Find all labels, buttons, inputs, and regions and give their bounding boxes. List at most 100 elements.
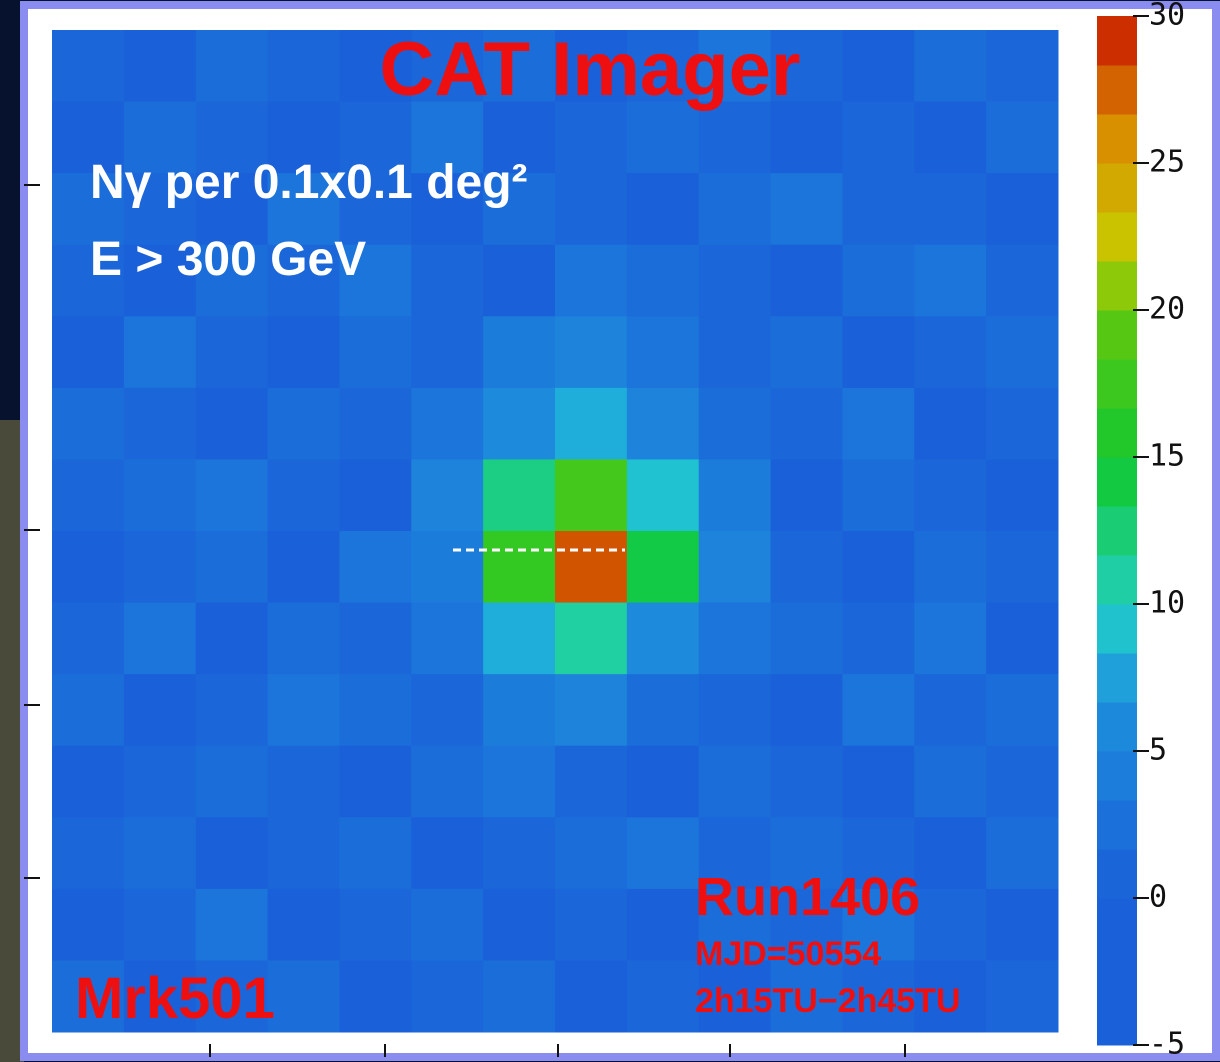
heatmap-cell	[699, 102, 771, 174]
heatmap-cell	[483, 316, 555, 388]
heatmap-cell	[699, 459, 771, 531]
heatmap-cell	[771, 746, 843, 818]
annotation: E > 300 GeV	[90, 233, 366, 286]
heatmap-cell	[771, 603, 843, 675]
heatmap-cell	[986, 245, 1058, 317]
heatmap-cell	[555, 960, 627, 1032]
heatmap-cell	[842, 746, 914, 818]
heatmap-cell	[52, 674, 124, 746]
heatmap-cell	[914, 245, 986, 317]
heatmap-cell	[483, 674, 555, 746]
heatmap-cell	[842, 531, 914, 603]
heatmap-cell	[914, 603, 986, 675]
colorbar-band	[1097, 359, 1137, 409]
heatmap-cell	[339, 316, 411, 388]
heatmap-cell	[339, 674, 411, 746]
heatmap-cell	[699, 173, 771, 245]
colorbar-band	[1097, 65, 1137, 115]
heatmap-cell	[627, 459, 699, 531]
heatmap-cell	[52, 746, 124, 818]
heatmap-cell	[124, 531, 196, 603]
colorbar-tick-label: 0	[1149, 880, 1167, 915]
heatmap-cell	[627, 245, 699, 317]
heatmap-cell	[268, 889, 340, 961]
heatmap-cell	[986, 173, 1058, 245]
heatmap-cell	[627, 817, 699, 889]
heatmap-cell	[914, 30, 986, 102]
colorbar-tick-label: 10	[1149, 586, 1185, 621]
heatmap-cell	[483, 531, 555, 603]
heatmap-cell	[842, 316, 914, 388]
heatmap-cell	[339, 746, 411, 818]
heatmap-cell	[555, 316, 627, 388]
colorbar-band	[1097, 996, 1137, 1046]
heatmap-cell	[555, 817, 627, 889]
heatmap-cell	[268, 30, 340, 102]
colorbar-band	[1097, 212, 1137, 262]
heatmap-cell	[268, 603, 340, 675]
heatmap-cell	[483, 960, 555, 1032]
colorbar-tick-label: 25	[1149, 145, 1185, 180]
colorbar-band	[1097, 310, 1137, 360]
heatmap-cell	[124, 316, 196, 388]
heatmap-cell	[411, 316, 483, 388]
heatmap-cell	[52, 817, 124, 889]
heatmap-cell	[986, 746, 1058, 818]
colorbar-band	[1097, 506, 1137, 556]
colorbar-band	[1097, 163, 1137, 213]
heatmap-cell	[986, 459, 1058, 531]
heatmap-cell	[699, 316, 771, 388]
heatmap-cell	[914, 889, 986, 961]
heatmap-cell	[555, 603, 627, 675]
heatmap-cell	[411, 746, 483, 818]
heatmap-cell	[268, 746, 340, 818]
heatmap-cell	[914, 674, 986, 746]
heatmap-cell	[483, 889, 555, 961]
heatmap-cell	[483, 603, 555, 675]
heatmap-cell	[627, 531, 699, 603]
heatmap-cell	[914, 316, 986, 388]
heatmap-cell	[771, 173, 843, 245]
heatmap-cell	[339, 603, 411, 675]
heatmap-cell	[699, 245, 771, 317]
heatmap-cell	[268, 817, 340, 889]
heatmap-cell	[52, 388, 124, 460]
heatmap-cell	[627, 603, 699, 675]
annotation: Run1406	[695, 867, 920, 927]
colorbar-band	[1097, 800, 1137, 850]
chart-title: CAT Imager	[380, 27, 801, 112]
heatmap-cell	[842, 459, 914, 531]
heatmap-cell	[196, 889, 268, 961]
heatmap-cell	[268, 960, 340, 1032]
heatmap-cell	[339, 817, 411, 889]
heatmap-cell	[627, 102, 699, 174]
heatmap-cell	[411, 245, 483, 317]
heatmap-cell	[842, 603, 914, 675]
heatmap-cell	[411, 531, 483, 603]
annotation: Nγ per 0.1x0.1 deg²	[90, 156, 528, 209]
heatmap-cell	[627, 960, 699, 1032]
heatmap-cell	[914, 531, 986, 603]
colorbar-band	[1097, 457, 1137, 507]
heatmap-cell	[771, 245, 843, 317]
heatmap-cell	[411, 889, 483, 961]
heatmap-cell	[196, 746, 268, 818]
heatmap-cell	[196, 603, 268, 675]
heatmap-cell	[124, 674, 196, 746]
colorbar-band	[1097, 114, 1137, 164]
heatmap-cell	[196, 30, 268, 102]
heatmap-cell	[914, 817, 986, 889]
heatmap-cell	[627, 316, 699, 388]
heatmap-cell	[986, 817, 1058, 889]
heatmap-cell	[699, 674, 771, 746]
heatmap-cell	[627, 173, 699, 245]
heatmap-cell	[699, 746, 771, 818]
heatmap-cell	[842, 30, 914, 102]
annotation: MJD=50554	[695, 935, 881, 973]
colorbar-tick-label: -5	[1149, 1027, 1185, 1062]
heatmap-cell	[842, 173, 914, 245]
heatmap-cell	[52, 531, 124, 603]
heatmap-cell	[699, 603, 771, 675]
colorbar-band	[1097, 16, 1137, 66]
colorbar-band	[1097, 898, 1137, 948]
